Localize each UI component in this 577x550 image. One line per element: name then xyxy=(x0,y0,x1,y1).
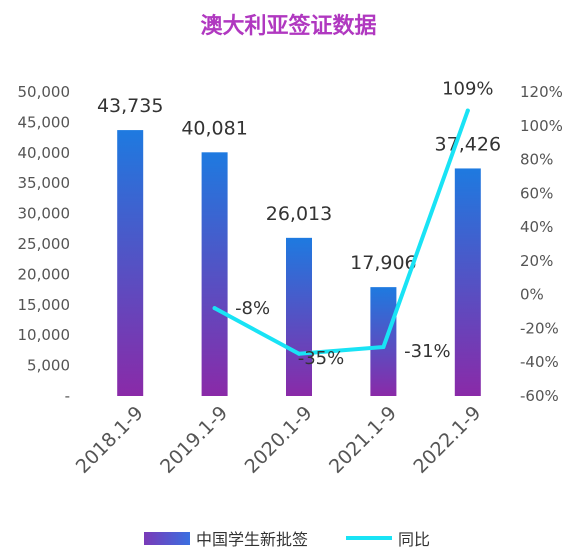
y-left-tick-label: 40,000 xyxy=(18,144,71,162)
y-right-tick-label: 0% xyxy=(520,286,544,304)
legend-label-line: 同比 xyxy=(398,530,431,549)
chart-title: 澳大利亚签证数据 xyxy=(200,14,377,39)
y-left-tick-label: 45,000 xyxy=(18,113,71,131)
yoy-point xyxy=(297,351,301,356)
y-right-tick-label: 120% xyxy=(520,83,563,101)
yoy-value-label: -35% xyxy=(298,348,345,369)
y-right-tick-label: 100% xyxy=(520,117,563,135)
x-tick-label: 2021.1-9 xyxy=(325,402,401,478)
yoy-value-label: -8% xyxy=(235,298,270,319)
yoy-point xyxy=(465,108,470,113)
x-tick-label: 2018.1-9 xyxy=(72,402,148,478)
y-right-tick-label: 20% xyxy=(520,252,553,270)
x-tick-label: 2022.1-9 xyxy=(409,402,485,478)
yoy-value-label: -31% xyxy=(404,341,451,362)
y-left-tick-label: 5,000 xyxy=(27,357,70,375)
y-left-tick-label: 50,000 xyxy=(18,83,71,101)
yoy-value-label: 109% xyxy=(442,79,493,100)
yoy-point xyxy=(212,306,217,311)
y-right-tick-label: -20% xyxy=(520,319,559,337)
y-right-tick-label: 40% xyxy=(520,218,553,236)
bar xyxy=(286,237,312,396)
legend-item-line: 同比 xyxy=(346,526,430,550)
legend: 中国学生新批签 同比 xyxy=(0,526,577,550)
yoy-line xyxy=(212,108,470,356)
y-left-tick-label: 30,000 xyxy=(18,205,71,223)
x-tick-label: 2020.1-9 xyxy=(241,402,317,478)
y-left-tick-label: 15,000 xyxy=(18,296,71,314)
legend-item-bar: 中国学生新批签 xyxy=(144,526,308,550)
y-left-tick-label: - xyxy=(65,387,70,405)
legend-swatch-line xyxy=(346,536,392,540)
y-left-tick-label: 10,000 xyxy=(18,326,71,344)
y-right-tick-label: 80% xyxy=(520,151,553,169)
bar xyxy=(201,152,228,396)
legend-swatch-bar xyxy=(144,531,190,545)
bar-value-label: 37,426 xyxy=(435,133,501,155)
bar xyxy=(454,168,481,396)
y-left-tick-label: 35,000 xyxy=(18,174,71,192)
legend-label-bar: 中国学生新批签 xyxy=(196,530,309,549)
bar-value-label: 26,013 xyxy=(266,203,332,225)
y-right-tick-label: 60% xyxy=(520,184,553,202)
bar xyxy=(117,130,144,397)
bar-value-label: 17,906 xyxy=(350,252,416,274)
x-tick-label: 2019.1-9 xyxy=(156,402,232,478)
y-left-tick-label: 25,000 xyxy=(18,235,71,253)
yoy-point xyxy=(381,345,386,350)
y-right-tick-label: -60% xyxy=(520,387,559,405)
bar-value-label: 40,081 xyxy=(181,117,247,139)
bar-value-label: 43,735 xyxy=(97,95,163,117)
y-left-tick-label: 20,000 xyxy=(18,265,71,283)
y-right-tick-label: -40% xyxy=(520,353,559,371)
